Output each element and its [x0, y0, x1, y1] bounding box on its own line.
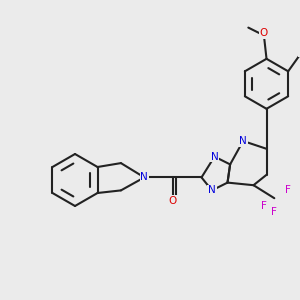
Text: F: F: [272, 207, 277, 217]
Text: O: O: [169, 196, 177, 206]
Text: N: N: [239, 136, 247, 146]
Text: N: N: [208, 185, 216, 195]
Text: F: F: [261, 201, 267, 211]
Text: F: F: [285, 185, 291, 195]
Text: N: N: [211, 152, 218, 162]
Text: O: O: [260, 28, 268, 38]
Text: O: O: [299, 46, 300, 56]
Text: N: N: [140, 172, 148, 182]
